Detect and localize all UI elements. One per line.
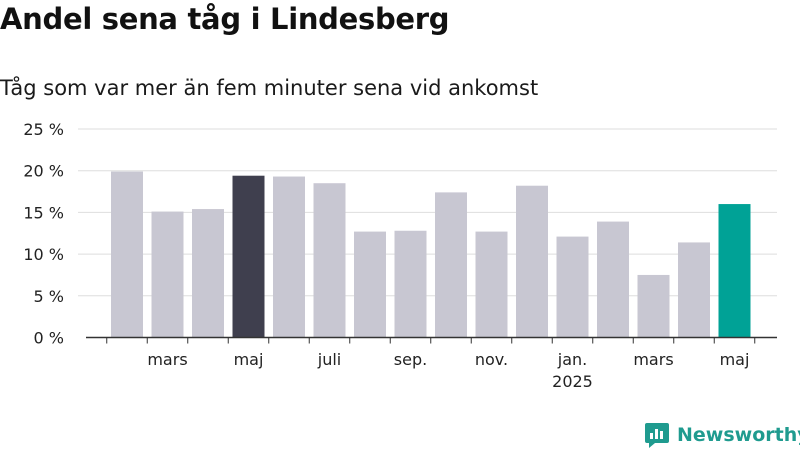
- y-tick-label: 10 %: [23, 245, 64, 264]
- bars: [111, 171, 751, 338]
- x-tick-label: jan.: [557, 350, 587, 369]
- bar: [354, 231, 386, 338]
- y-tick-label: 0 %: [34, 329, 64, 348]
- bar: [435, 192, 467, 338]
- bar: [232, 175, 265, 338]
- x-tick-year-label: 2025: [552, 372, 593, 391]
- bar: [192, 209, 224, 338]
- x-axis: mars maj juli sep. nov. jan. 2025 mars maj: [86, 336, 777, 391]
- x-tick-label: mars: [147, 350, 187, 369]
- bar: [556, 236, 589, 338]
- y-tick-label: 25 %: [23, 120, 64, 139]
- bar: [111, 171, 143, 338]
- bar: [313, 183, 346, 338]
- bar: [151, 211, 184, 338]
- bar: [597, 221, 629, 338]
- bar-chart: 0 % 5 % 10 % 15 % 20 % 25 % mars maj juli sep. no…: [23, 120, 777, 391]
- x-tick-label: mars: [633, 350, 673, 369]
- chart-subtitle: Tåg som var mer än fem minuter sena vid …: [0, 76, 539, 100]
- newsworthy-logo: Newsworthy: [644, 420, 800, 450]
- brand-name: Newsworthy: [677, 424, 800, 446]
- bar: [637, 274, 670, 338]
- chart-title: Andel sena tåg i Lindesberg: [0, 2, 450, 36]
- x-tick-label: juli: [317, 350, 341, 369]
- y-tick-label: 20 %: [23, 162, 64, 181]
- bar: [718, 204, 751, 338]
- bar: [273, 176, 305, 338]
- y-tick-label: 5 %: [34, 287, 64, 306]
- newsworthy-logo-icon: [645, 423, 669, 448]
- y-tick-label: 15 %: [23, 203, 64, 222]
- bar: [516, 185, 548, 338]
- bar: [678, 242, 710, 338]
- x-tick-label: nov.: [475, 350, 508, 369]
- x-tick-label: sep.: [394, 350, 427, 369]
- y-axis-ticks: 0 % 5 % 10 % 15 % 20 % 25 %: [23, 120, 64, 348]
- x-tick-label: maj: [720, 350, 750, 369]
- bar: [394, 230, 427, 338]
- x-tick-label: maj: [234, 350, 264, 369]
- bar: [475, 231, 508, 338]
